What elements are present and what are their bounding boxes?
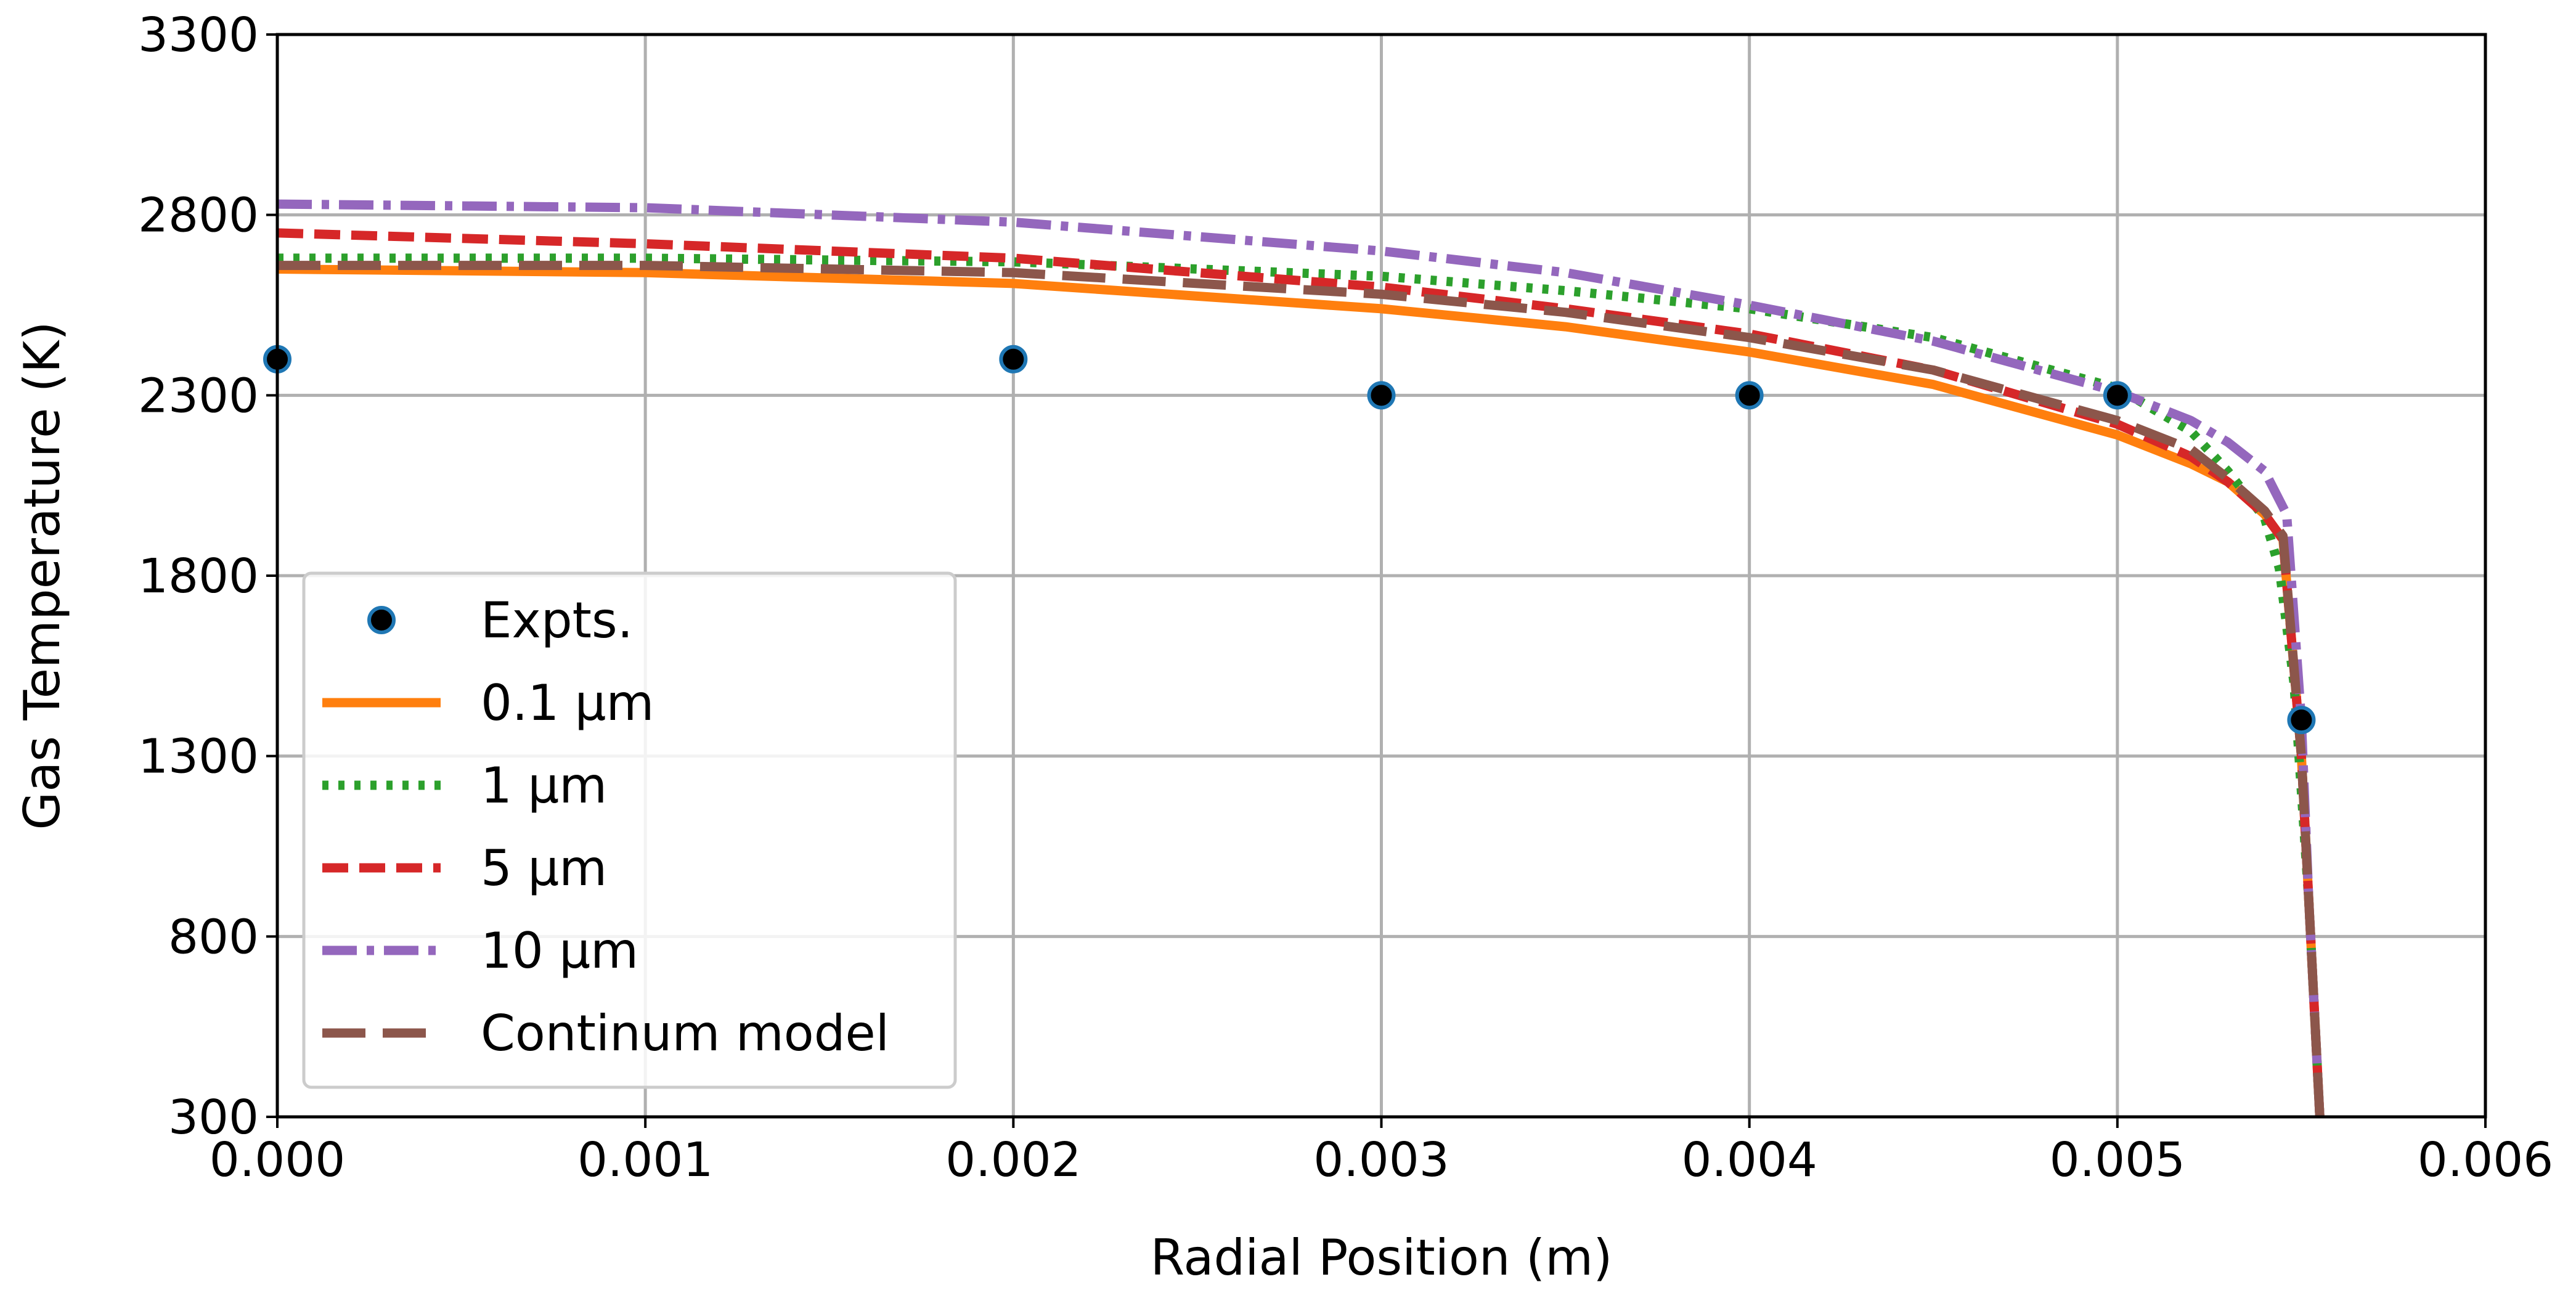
- x-tick-label: 0.005: [2050, 1133, 2185, 1188]
- legend-box: [302, 571, 957, 1089]
- y-tick-label: 2800: [138, 189, 259, 243]
- x-tick-label: 0.006: [2418, 1133, 2553, 1188]
- experiment-point: [1735, 381, 1764, 410]
- series-layer: [277, 199, 2325, 1117]
- x-tick-label: 0.003: [1313, 1133, 1449, 1188]
- y-tick-label: 3300: [138, 8, 259, 63]
- legend: Expts. 0.1 µm 1 µm 5 µm 10 µm Continum model: [302, 571, 957, 1089]
- x-axis: 0.000 0.001 0.002 0.003 0.004 0.005 0.006: [210, 1117, 2553, 1188]
- experiment-point: [2103, 381, 2132, 410]
- series-line-4: [277, 261, 2325, 1117]
- x-tick-label: 0.001: [577, 1133, 713, 1188]
- y-axis-title: Gas Temperature (K): [14, 321, 71, 830]
- experiment-points: [263, 345, 2316, 735]
- experiment-point: [2287, 706, 2316, 735]
- legend-label-4: Continum model: [481, 1005, 889, 1062]
- experiment-point: [1367, 381, 1396, 410]
- y-tick-label: 300: [168, 1090, 259, 1145]
- x-tick-label: 0.000: [210, 1133, 345, 1188]
- legend-label-1: 1 µm: [481, 757, 607, 814]
- y-tick-label: 1300: [138, 730, 259, 785]
- y-tick-label: 1800: [138, 549, 259, 604]
- y-tick-label: 2300: [138, 369, 259, 423]
- x-tick-label: 0.004: [1681, 1133, 1817, 1188]
- x-axis-title: Radial Position (m): [1151, 1229, 1613, 1286]
- y-tick-label: 800: [168, 910, 259, 965]
- legend-label-2: 5 µm: [481, 839, 607, 897]
- legend-label-expts: Expts.: [481, 592, 633, 649]
- legend-label-0: 0.1 µm: [481, 674, 654, 732]
- x-tick-label: 0.002: [945, 1133, 1081, 1188]
- legend-marker-expts: [367, 606, 396, 634]
- y-axis: 300 800 1300 1800 2300 2800 3300: [138, 8, 277, 1145]
- experiment-point: [999, 345, 1028, 374]
- legend-label-3: 10 µm: [481, 922, 638, 979]
